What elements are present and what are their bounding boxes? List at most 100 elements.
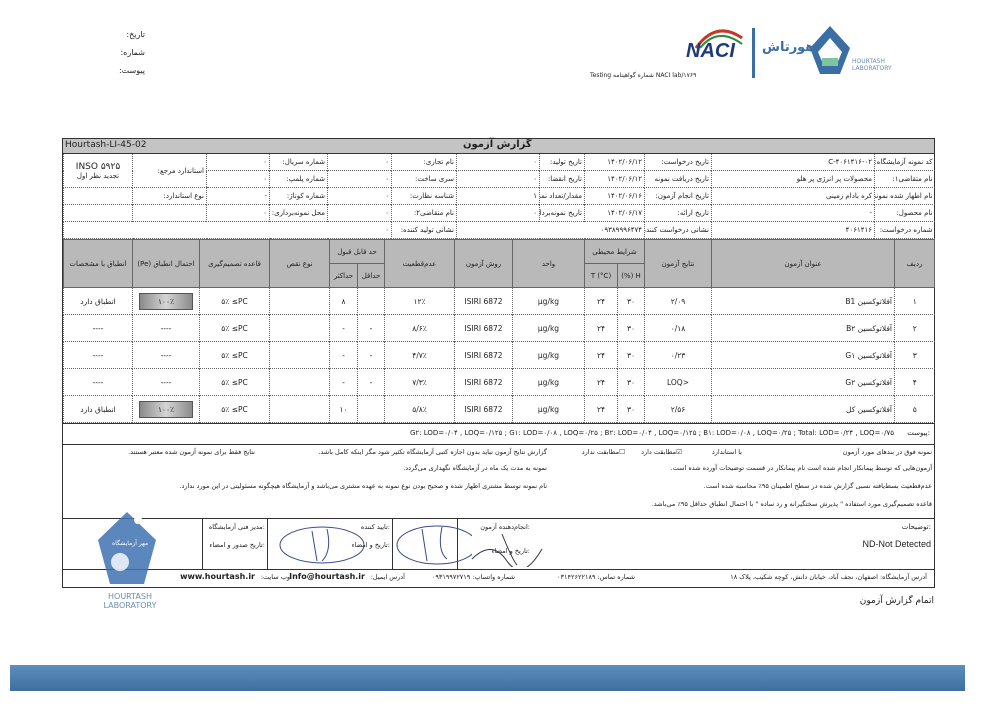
site-label: وب سایت: — [260, 573, 290, 581]
lab-email[interactable]: Info@hourtash.ir — [289, 572, 365, 581]
min-limit: - — [357, 314, 385, 342]
unit: µg/kg — [512, 341, 585, 369]
info-label: شناسه نظارت: — [391, 187, 457, 205]
info-row: نام اظهار شده نمونه: کره بادام زمینی تاریخ… — [63, 187, 935, 205]
col-uncertainty: عدم‌قطعیت — [384, 239, 455, 288]
uncertainty: ۷/۳٪ — [384, 368, 455, 396]
col-max: حد‌اکثر — [329, 263, 358, 288]
decision-rule: ۵٪ ≤PC — [199, 288, 270, 315]
footnote-4: گزارش نتایج آزمون نباید بدون اجازه کتبی … — [318, 448, 547, 456]
unit: µg/kg — [512, 395, 585, 423]
info-label: تاریخ دریافت نمونه — [644, 170, 712, 188]
unit: µg/kg — [512, 314, 585, 342]
info-label: نام اظهار شده نمونه: — [874, 187, 935, 205]
conformity-probability: ---- — [132, 314, 200, 342]
conformity-probability: ---- — [132, 368, 200, 396]
temperature: ۲۴ — [584, 395, 618, 423]
test-method: ISIRI 6872 — [454, 314, 513, 342]
standard-type-value — [63, 187, 133, 205]
ref-standard-code: INSO ۵۹۲۵ — [75, 161, 121, 172]
info-value: محصولات پر انرژی پر هلو — [711, 170, 875, 188]
temperature: ۲۴ — [584, 288, 618, 315]
empty-cell — [63, 204, 133, 222]
col-limit: حد قابل قبول — [329, 239, 385, 264]
divider — [267, 519, 268, 569]
col-method: روش آزمون — [454, 239, 513, 288]
max-limit: - — [329, 341, 358, 369]
test-method: ISIRI 6872 — [454, 395, 513, 423]
col-defect: نوع نقص — [269, 239, 330, 288]
col-env: شرایط محیطی — [583, 239, 646, 264]
test-method: ISIRI 6872 — [454, 288, 513, 315]
test-result: ۲/۰۹ — [644, 288, 712, 315]
info-value: ۰ — [206, 204, 270, 222]
report-frame: Hourtash-LI-45-02 گزارش آزمون کد نمونه آ… — [62, 138, 936, 588]
info-label: تاریخ درخواست: — [644, 154, 712, 171]
table-row: ۵ آفلاتوکسین کل ۲/۵۶ ۳۰ ۲۴ µg/kg ISIRI 6872 ۵/۸… — [63, 395, 935, 423]
empty-cell — [132, 204, 207, 222]
footnote-1: آزمون‌هایی که توسط پیمانکار انجام شده اس… — [670, 464, 932, 472]
checkbox-empty-icon: ☐ — [619, 448, 625, 456]
approver-label: تایید کننده: — [360, 523, 390, 531]
tester-label: انجام‌دهنده آزمون: — [480, 523, 530, 531]
report-title: گزارش آزمون — [463, 139, 532, 150]
col-t: T (°C) — [583, 263, 619, 288]
uncertainty: ۸/۶٪ — [384, 314, 455, 342]
table-row: ۴ آفلاتوکسین G۲ <LOQ ۳۰ ۲۴ µg/kg ISIRI 6872 ۷/۳… — [63, 368, 935, 396]
col-result: نتایج آزمون — [644, 239, 713, 288]
info-label: سری ساخت: — [391, 170, 457, 188]
conformity: انطباق دارد — [63, 288, 133, 315]
decision-rule: ۵٪ ≤PC — [199, 395, 270, 423]
info-value: ۴۰۶۱۴۱۶-۰۲-C — [711, 154, 875, 171]
conforms-checkbox[interactable]: ☑مطابقت دارد — [641, 448, 682, 456]
row-number: ۴ — [894, 368, 935, 396]
info-label: شماره پلمپ: — [269, 170, 328, 188]
humidity: ۳۰ — [617, 368, 645, 396]
info-value: ۱۴۰۲/۰۶/۱۶ — [584, 187, 645, 205]
footnote-7: نام نمونه توسط مشتری اظهار شده و صحیح بو… — [179, 482, 547, 490]
naci-arc-icon — [694, 29, 743, 49]
info-row: شماره درخواست: ۴۰۶۱۴۱۶ نشانی درخواست کننده… — [63, 221, 935, 239]
tester-signature-icon — [471, 533, 543, 567]
max-limit: - — [329, 314, 358, 342]
col-title: عنوان آزمون — [711, 239, 896, 288]
producer-address: ۰ — [63, 221, 392, 239]
info-value: ۰ — [456, 204, 540, 222]
notes-row: پیوست: G۲: LOD=۰/۰۴ , LOQ=۰/۱۲۵ ; G۱: LO… — [63, 423, 934, 445]
info-value: ۰ — [327, 154, 392, 171]
logo-divider — [752, 28, 755, 78]
unit: µg/kg — [512, 368, 585, 396]
divider — [392, 519, 393, 569]
info-label: محل نمونه‌برداری: — [269, 204, 328, 222]
info-label: مقدار/تعداد نمونه: — [539, 187, 585, 205]
notes-text: G۲: LOD=۰/۰۴ , LOQ=۰/۱۲۵ ; G۱: LOD=۰/۰۸ … — [409, 429, 894, 437]
request-no-label: شماره درخواست: — [874, 221, 935, 239]
ref-standard-value: INSO ۵۹۲۵ تجدید نظر اول — [63, 154, 133, 188]
defect-type — [269, 368, 330, 396]
info-value: ۰ — [206, 154, 270, 171]
info-label: تاریخ انقضا: — [539, 170, 585, 188]
defect-type — [269, 341, 330, 369]
decision-rule: ۵٪ ≤PC — [199, 368, 270, 396]
info-value: - — [206, 187, 270, 205]
temperature: ۲۴ — [584, 314, 618, 342]
footnote-6: نمونه به مدت یک ماه در آزمایشگاه نگهداری… — [403, 464, 547, 472]
info-value: - — [711, 204, 875, 222]
manager-label: مدیر فنی آزمایشگاه: — [208, 523, 265, 531]
divider — [457, 519, 458, 569]
divider — [202, 519, 203, 569]
pe-badge: ۱۰۰٪ — [139, 400, 193, 418]
table-row: ۳ آفلاتوکسین G۱ ۰/۲۳ ۳۰ ۲۴ µg/kg ISIRI 6872 ۴/۷… — [63, 341, 935, 369]
lab-website[interactable]: www.hourtash.ir — [180, 572, 255, 581]
col-row: ردیف — [894, 239, 936, 288]
test-result: <LOQ — [644, 368, 712, 396]
date-label: تاریخ: — [126, 30, 145, 39]
hourtash-flask-icon — [810, 26, 850, 74]
approver-sign-label: تاریخ و امضاء: — [351, 541, 390, 549]
number-label: شماره: — [120, 48, 145, 57]
info-label: تاریخ انجام آزمون: — [644, 187, 712, 205]
unit: µg/kg — [512, 288, 585, 315]
not-conforms-checkbox[interactable]: ☐مطابقت ندارد — [581, 448, 625, 456]
info-label: شماره سریال: — [269, 154, 328, 171]
